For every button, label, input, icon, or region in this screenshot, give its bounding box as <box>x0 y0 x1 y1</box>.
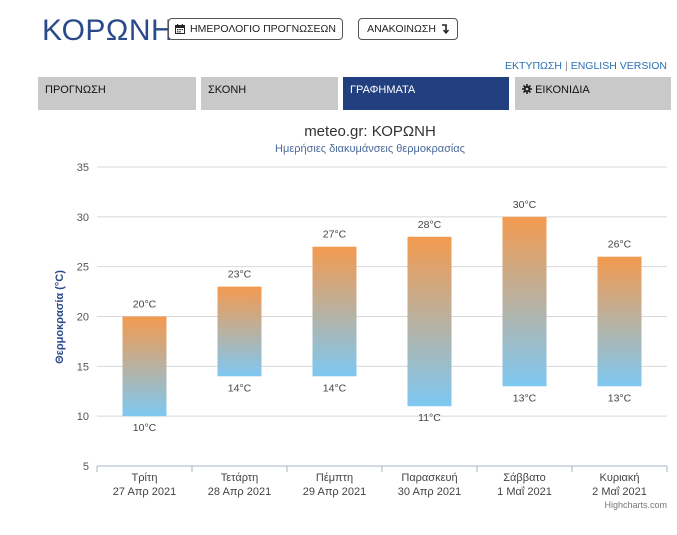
x-tick-day-label: Τρίτη <box>132 472 158 484</box>
arrow-down-return-icon <box>441 24 449 34</box>
max-temp-label: 23°C <box>228 269 252 281</box>
page-title: ΚΟΡΩΝΗ <box>42 14 174 47</box>
english-version-link[interactable]: ENGLISH VERSION <box>570 60 667 72</box>
x-tick-date-label: 2 Μαΐ 2021 <box>592 486 647 498</box>
link-separator: | <box>564 60 568 72</box>
calendar-icon <box>175 24 186 34</box>
x-tick-date-label: 27 Απρ 2021 <box>113 486 176 498</box>
y-axis-title: Θερμοκρασία (°C) <box>54 270 66 364</box>
min-temp-label: 10°C <box>133 422 157 434</box>
max-temp-label: 26°C <box>608 239 632 251</box>
min-temp-label: 14°C <box>323 382 347 394</box>
temperature-range-bar <box>312 246 357 377</box>
x-tick-date-label: 28 Απρ 2021 <box>208 486 271 498</box>
announcement-button[interactable]: ΑΝΑΚΟΙΝΩΣΗ <box>358 18 458 40</box>
y-tick-label: 5 <box>83 461 89 473</box>
chart-subtitle: Ημερήσιες διακυμάνσεις θερμοκρασίας <box>275 143 465 155</box>
max-temp-label: 30°C <box>513 199 537 211</box>
y-tick-label: 15 <box>77 361 89 373</box>
tab-label: ΣΚΟΝΗ <box>208 84 247 96</box>
x-tick-day-label: Σάββατο <box>503 472 545 484</box>
min-temp-label: 13°C <box>513 392 537 404</box>
y-tick-label: 20 <box>77 312 89 324</box>
x-tick-date-label: 1 Μαΐ 2021 <box>497 486 552 498</box>
top-links: ΕΚΤΥΠΩΣΗ | ENGLISH VERSION <box>505 60 667 72</box>
y-tick-label: 35 <box>77 162 89 174</box>
chart-title: meteo.gr: ΚΟΡΩΝΗ <box>304 123 436 140</box>
x-tick-date-label: 29 Απρ 2021 <box>303 486 366 498</box>
tab-forecast[interactable]: ΠΡΟΓΝΩΣΗ <box>38 77 196 110</box>
print-link[interactable]: ΕΚΤΥΠΩΣΗ <box>505 60 562 72</box>
tab-icons[interactable]: ΕΙΚΟΝΙΔΙΑ <box>515 77 671 110</box>
x-tick-day-label: Κυριακή <box>599 472 639 484</box>
min-temp-label: 13°C <box>608 392 632 404</box>
temperature-range-bar <box>597 256 642 387</box>
min-temp-label: 11°C <box>418 412 441 424</box>
tab-charts[interactable]: ΓΡΑΦΗΜΑΤΑ <box>343 77 509 110</box>
temperature-range-bar <box>502 216 547 387</box>
tab-label: ΓΡΑΦΗΜΑΤΑ <box>350 84 416 96</box>
x-tick-day-label: Πέμπτη <box>316 472 353 484</box>
y-tick-label: 25 <box>77 262 89 274</box>
x-tick-date-label: 30 Απρ 2021 <box>398 486 461 498</box>
y-tick-label: 30 <box>77 212 89 224</box>
forecast-calendar-button[interactable]: ΗΜΕΡΟΛΟΓΙΟ ΠΡΟΓΝΩΣΕΩΝ <box>168 18 343 40</box>
temperature-range-bar <box>217 286 262 377</box>
temperature-range-bar <box>122 316 167 417</box>
min-temp-label: 14°C <box>228 382 252 394</box>
temperature-range-bar <box>407 236 452 407</box>
y-tick-label: 10 <box>77 411 89 423</box>
max-temp-label: 20°C <box>133 299 157 311</box>
gear-icon <box>522 84 532 94</box>
announcement-label: ΑΝΑΚΟΙΝΩΣΗ <box>367 23 436 35</box>
forecast-calendar-label: ΗΜΕΡΟΛΟΓΙΟ ΠΡΟΓΝΩΣΕΩΝ <box>190 23 336 35</box>
max-temp-label: 28°C <box>418 219 442 231</box>
tab-label: ΕΙΚΟΝΙΔΙΑ <box>535 84 590 96</box>
x-tick-day-label: Τετάρτη <box>221 472 259 484</box>
tab-dust[interactable]: ΣΚΟΝΗ <box>201 77 338 110</box>
tab-label: ΠΡΟΓΝΩΣΗ <box>45 84 106 96</box>
max-temp-label: 27°C <box>323 229 347 241</box>
chart-credit: Highcharts.com <box>604 500 667 510</box>
x-tick-day-label: Παρασκευή <box>401 472 457 484</box>
